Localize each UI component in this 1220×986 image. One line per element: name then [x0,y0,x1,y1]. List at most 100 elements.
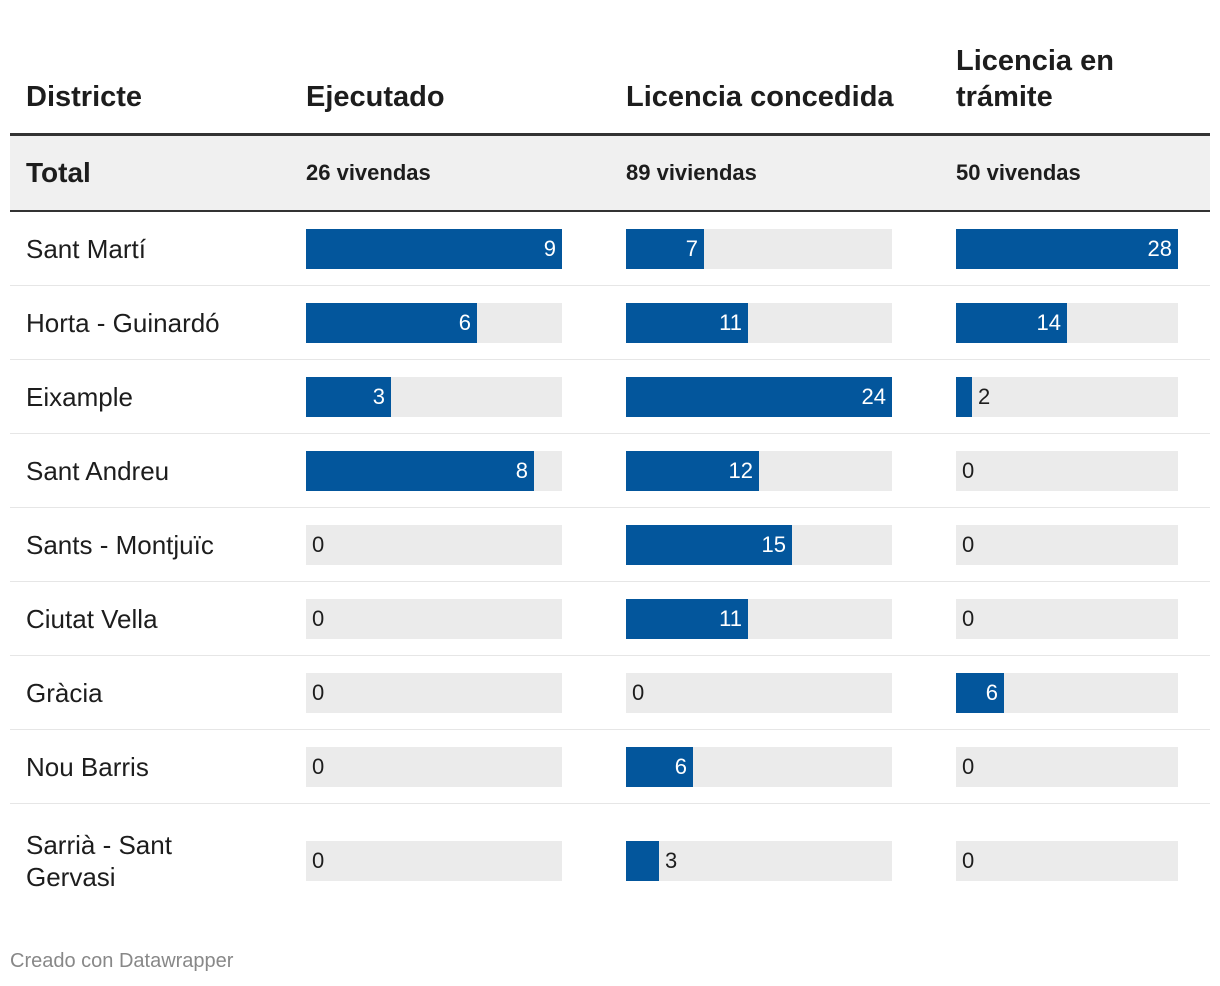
data-table: Districte Ejecutado Licencia concedida L… [10,0,1210,918]
concedida-bar [626,841,659,881]
table-row: Horta - Guinardó 6 11 14 [10,286,1210,360]
concedida-bar-track: 7 [626,228,892,269]
tramite-value-label: 2 [978,383,991,409]
total-licencia-tramite: 50 vivendas [956,160,1081,185]
tramite-value-label: 0 [962,848,975,873]
total-ejecutado: 26 vivendas [306,160,431,185]
table-row: Sants - Montjuïc 0 15 0 [10,508,1210,582]
table-row: Sarrià - Sant Gervasi 0 3 0 [10,804,1210,918]
ejecutado-value-label: 0 [312,679,325,705]
concedida-bar [626,376,892,417]
ejecutado-bar [306,450,534,491]
table-header: Districte Ejecutado Licencia concedida L… [10,0,1210,136]
ejecutado-value-label: 0 [312,605,325,631]
tramite-bar-track: 28 [956,228,1178,269]
table-body: Sant Martí 9 7 28 Horta - Guinardó 6 11 14 Eixam… [10,212,1210,918]
tramite-bar [956,672,1004,713]
tramite-value-label: 6 [985,679,998,705]
concedida-bar [626,598,748,639]
district-label: Sants - Montjuïc [26,529,214,560]
concedida-value-label: 11 [719,605,742,631]
table-row: Sant Martí 9 7 28 [10,212,1210,286]
header-district: Districte [26,81,143,113]
concedida-value-label: 24 [861,383,886,409]
tramite-bar [956,302,1067,343]
tramite-bar-track: 14 [956,302,1178,343]
tramite-value-label: 14 [1036,309,1061,335]
concedida-bar [626,450,759,491]
tramite-bar-track: 0 [956,598,1178,639]
district-label: Sarrià - Sant Gervasi [26,830,172,892]
tramite-value-label: 0 [962,457,975,483]
ejecutado-value-label: 0 [312,753,325,779]
table-row: Eixample 3 24 2 [10,360,1210,434]
concedida-value-label: 3 [665,848,678,873]
district-label: Horta - Guinardó [26,307,220,338]
district-label: Ciutat Vella [26,603,158,634]
ejecutado-value-label: 0 [312,531,325,557]
tramite-bar-track: 0 [956,746,1178,787]
concedida-value-label: 0 [632,679,645,705]
ejecutado-value-label: 3 [372,383,385,409]
tramite-bar-track: 2 [956,376,1178,417]
tramite-value-label: 0 [962,531,975,557]
ejecutado-bar-track: 0 [306,524,562,565]
ejecutado-value-label: 6 [458,309,471,335]
concedida-bar-track: 6 [626,746,892,787]
ejecutado-value-label: 9 [543,235,556,261]
ejecutado-bar [306,302,477,343]
concedida-bar [626,302,748,343]
concedida-value-label: 11 [719,309,742,335]
concedida-bar-track: 12 [626,450,892,491]
tramite-bar-track: 0 [956,524,1178,565]
concedida-bar [626,746,693,787]
header-licencia-concedida: Licencia concedida [626,81,894,113]
concedida-bar [626,228,704,269]
ejecutado-bar-track: 0 [306,841,562,881]
concedida-bar-track: 11 [626,302,892,343]
district-label: Sant Martí [26,233,146,264]
concedida-bar-track: 15 [626,524,892,565]
tramite-bar-track: 6 [956,672,1178,713]
concedida-value-label: 15 [761,531,786,557]
total-licencia-concedida: 89 viviendas [626,160,757,185]
ejecutado-bar [306,376,391,417]
concedida-value-label: 6 [674,753,687,779]
datawrapper-credit: Creado con Datawrapper [10,950,234,972]
tramite-bar-track: 0 [956,841,1178,881]
concedida-bar [626,524,792,565]
concedida-bar-track: 11 [626,598,892,639]
table-row: Nou Barris 0 6 0 [10,730,1210,804]
ejecutado-bar-track: 8 [306,450,562,491]
district-label: Nou Barris [26,751,149,782]
total-row: Total 26 vivendas 89 viviendas 50 vivend… [10,136,1210,212]
ejecutado-bar-track: 0 [306,672,562,713]
tramite-value-label: 28 [1147,235,1172,261]
concedida-value-label: 12 [728,457,753,483]
concedida-bar-track: 0 [626,672,892,713]
district-label: Gràcia [26,677,103,708]
ejecutado-bar-track: 0 [306,746,562,787]
ejecutado-bar-track: 3 [306,376,562,417]
ejecutado-value-label: 8 [515,457,528,483]
concedida-value-label: 7 [685,235,698,261]
ejecutado-bar-track: 9 [306,228,562,269]
concedida-bar-track: 3 [626,841,892,881]
ejecutado-bar-track: 0 [306,598,562,639]
table-row: Ciutat Vella 0 11 0 [10,582,1210,656]
ejecutado-value-label: 0 [312,848,325,873]
tramite-bar [956,228,1178,269]
header-licencia-tramite: Licencia en trámite [956,45,1114,113]
concedida-bar-track: 24 [626,376,892,417]
total-label: Total [26,157,91,188]
tramite-value-label: 0 [962,605,975,631]
district-label: Eixample [26,381,133,412]
tramite-bar-track: 0 [956,450,1178,491]
table-row: Gràcia 0 0 6 [10,656,1210,730]
table-row: Sant Andreu 8 12 0 [10,434,1210,508]
ejecutado-bar-track: 6 [306,302,562,343]
district-label: Sant Andreu [26,455,170,486]
tramite-value-label: 0 [962,753,975,779]
header-ejecutado: Ejecutado [306,81,445,113]
ejecutado-bar [306,228,562,269]
